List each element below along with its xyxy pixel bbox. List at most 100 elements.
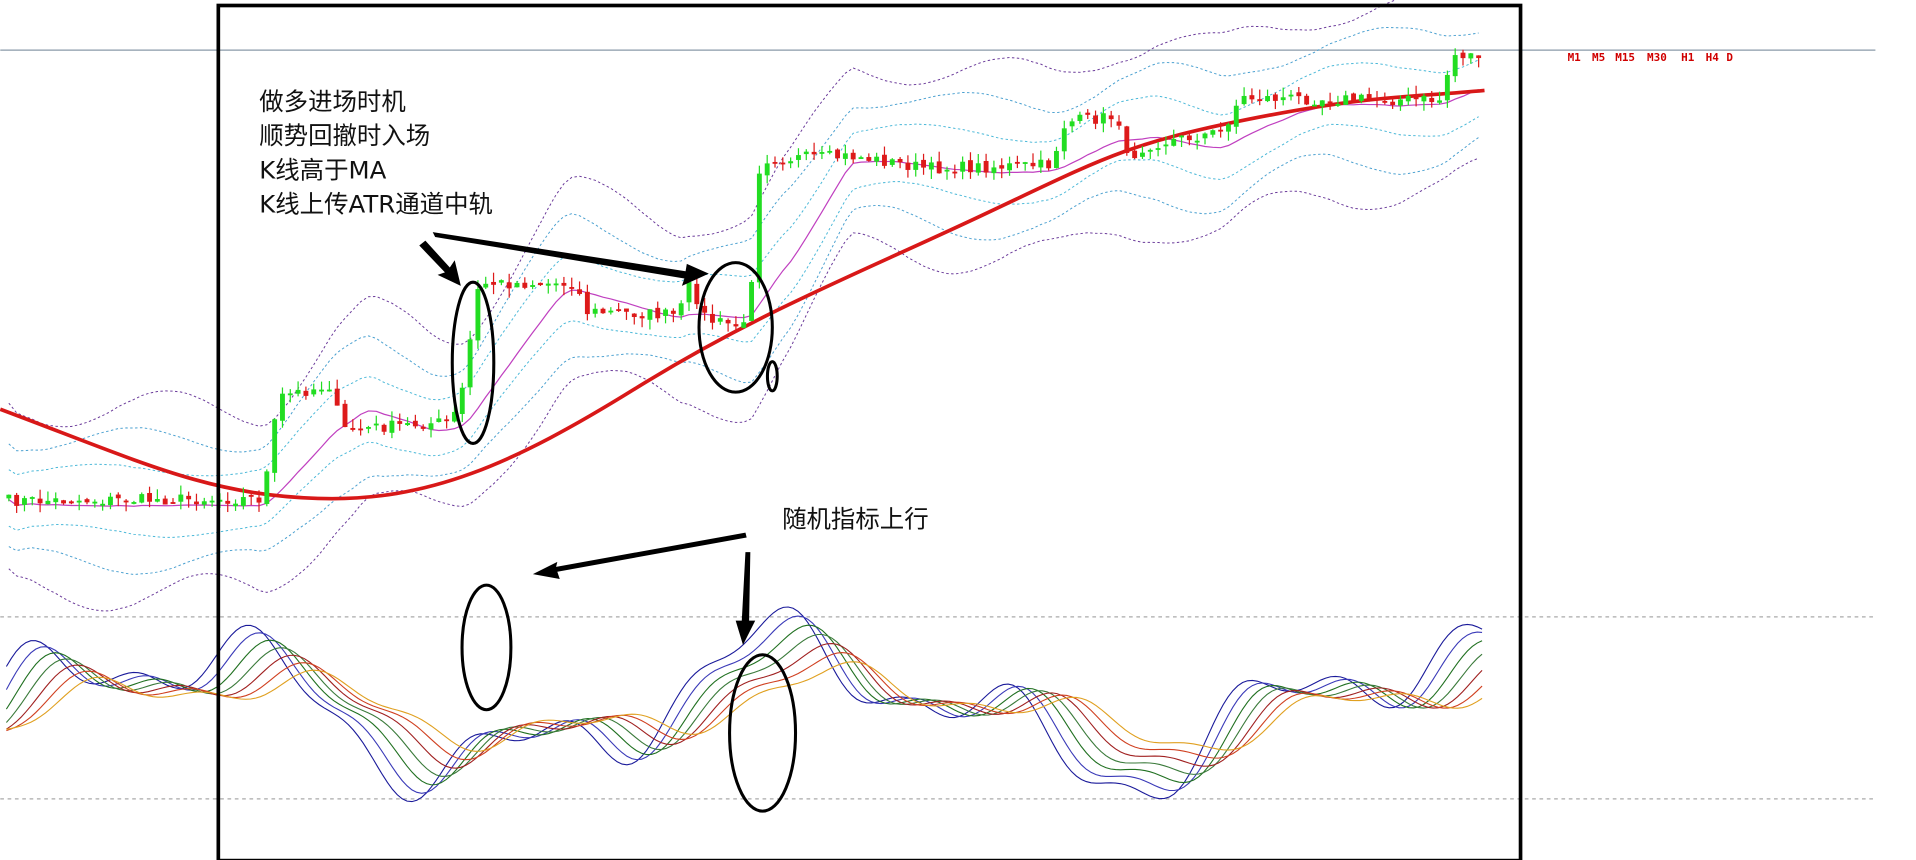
candle-body <box>1100 113 1106 124</box>
arrow <box>419 240 461 286</box>
annotation-ellipses <box>450 261 798 813</box>
arrow <box>532 532 747 580</box>
candle-body <box>123 500 129 503</box>
candle-body <box>1398 99 1403 106</box>
candle-body <box>749 281 754 321</box>
candle-body <box>1319 100 1325 107</box>
candle-body <box>303 390 309 396</box>
candle-body <box>694 283 700 305</box>
candle-body <box>61 500 66 504</box>
candle-body <box>1218 129 1224 132</box>
candle-body <box>436 418 442 423</box>
candle-body <box>1476 55 1482 59</box>
arrow <box>735 552 756 645</box>
candle-body <box>530 285 536 287</box>
candle-body <box>1272 94 1278 101</box>
candle-body <box>905 162 911 170</box>
candle-body <box>6 494 12 499</box>
candle-body <box>710 313 715 323</box>
timeframe[interactable]: M30 <box>1647 51 1667 64</box>
timeframe[interactable]: M5 <box>1592 51 1605 64</box>
candle-body <box>350 427 356 430</box>
candle-body <box>1280 97 1286 101</box>
timeframe[interactable]: H4 <box>1706 51 1720 64</box>
candle-body <box>1382 100 1388 103</box>
candle-body <box>944 169 950 172</box>
candle-body <box>373 423 379 426</box>
candle-body <box>131 502 137 504</box>
candle-body <box>538 282 543 286</box>
candle-body <box>452 411 457 422</box>
stochastic-line <box>6 661 1483 752</box>
candle-body <box>702 305 708 313</box>
candle-body <box>1429 97 1435 103</box>
candle-body <box>272 419 278 473</box>
candle-body <box>29 497 35 499</box>
candle-body <box>428 423 434 430</box>
candle-body <box>326 389 332 392</box>
candle-body <box>92 501 98 504</box>
candle-body <box>1155 148 1161 150</box>
candle-body <box>1366 94 1372 100</box>
stochastic-line <box>5 606 1483 803</box>
candle-body <box>201 501 207 505</box>
candle-body <box>76 500 82 503</box>
candle-body <box>53 498 59 503</box>
candle-body <box>1132 150 1138 159</box>
candle-body <box>1452 55 1458 77</box>
timeframe[interactable]: D <box>1726 51 1733 64</box>
candle-body <box>952 171 958 174</box>
candle-body <box>975 163 981 173</box>
timeframe[interactable]: M15 <box>1615 51 1635 64</box>
candle-body <box>311 389 317 395</box>
candle-body <box>68 501 74 504</box>
candle-body <box>1249 95 1255 100</box>
atr-band <box>8 26 1479 453</box>
candle-body <box>287 393 293 396</box>
candle-body <box>1007 163 1012 171</box>
candle-body <box>381 424 387 432</box>
candle-body <box>459 387 465 414</box>
candle-body <box>678 303 684 316</box>
candle-body <box>842 153 848 159</box>
candle-body <box>631 313 637 318</box>
candle-body <box>256 497 262 503</box>
stochastic-line <box>5 633 1483 777</box>
timeframe[interactable]: M1 <box>1568 51 1582 64</box>
ellipse <box>450 280 496 445</box>
candle-body <box>84 499 90 503</box>
candle-body <box>1210 130 1216 135</box>
candle-body <box>1233 105 1239 127</box>
candle-body <box>389 420 395 433</box>
candle-body <box>514 282 520 288</box>
ellipse <box>460 583 513 712</box>
timeframe[interactable]: H1 <box>1681 51 1695 64</box>
candle-body <box>483 283 489 288</box>
ellipse <box>728 653 798 813</box>
candle-body <box>780 162 786 165</box>
candle-body <box>240 497 246 506</box>
chart-layers <box>0 0 1485 803</box>
candle-body <box>225 500 231 504</box>
candle-body <box>796 155 801 160</box>
candle-body <box>1124 126 1130 153</box>
candle-body <box>1186 135 1192 141</box>
candle-body <box>295 389 301 394</box>
atr-band <box>8 59 1479 477</box>
candle-body <box>1468 53 1474 59</box>
arrow <box>432 232 709 286</box>
candle-body <box>788 161 794 164</box>
candle-body <box>624 308 629 312</box>
candle-body <box>764 163 770 176</box>
candle-body <box>444 419 450 422</box>
candle-body <box>655 307 661 319</box>
candle-body <box>686 282 692 303</box>
stochastic-line <box>5 624 1483 786</box>
stochastic-line <box>6 642 1483 769</box>
candle-body <box>1444 74 1450 101</box>
candle-body <box>108 496 113 506</box>
candle-body <box>772 161 778 164</box>
candle-body <box>1069 121 1075 127</box>
candle-body <box>366 427 371 429</box>
